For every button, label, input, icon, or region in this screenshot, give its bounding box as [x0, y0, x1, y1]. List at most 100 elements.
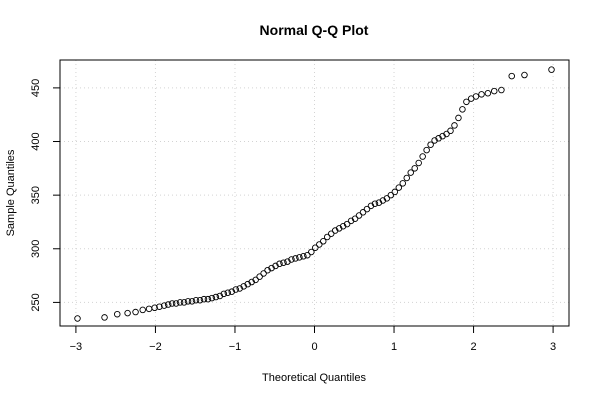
data-point [308, 248, 315, 256]
data-point [296, 254, 303, 261]
data-point [415, 159, 422, 167]
data-point [343, 220, 351, 228]
data-point [288, 256, 295, 263]
x-tick-label: −1 [229, 341, 242, 353]
data-point [276, 260, 283, 268]
data-point [484, 89, 492, 97]
data-point [292, 255, 299, 262]
data-point [423, 146, 430, 154]
data-point [508, 72, 515, 80]
chart-title: Normal Q-Q Plot [260, 22, 369, 38]
x-tick-label: 0 [311, 341, 317, 353]
data-point [168, 300, 176, 307]
data-point [548, 66, 555, 73]
data-points [74, 66, 555, 322]
data-point [379, 197, 387, 204]
data-point [156, 303, 163, 310]
x-tick-label: −3 [70, 341, 83, 353]
data-point [124, 309, 131, 317]
data-point [498, 86, 505, 94]
x-tick-label: 3 [550, 341, 556, 353]
data-point [101, 314, 108, 321]
data-point [451, 122, 458, 129]
data-point [244, 280, 251, 288]
data-point [132, 308, 139, 316]
data-point [419, 153, 426, 160]
data-point [172, 300, 180, 307]
data-point [371, 200, 379, 207]
x-tick-label: −2 [149, 341, 162, 353]
data-point [208, 294, 216, 302]
data-point [395, 184, 403, 191]
data-point [180, 299, 188, 306]
data-point [323, 233, 331, 241]
data-point [284, 258, 291, 265]
data-point [443, 130, 450, 138]
data-point [455, 114, 462, 122]
data-point [139, 306, 146, 314]
data-point [363, 205, 371, 213]
data-point [145, 305, 153, 313]
data-point [351, 215, 359, 222]
data-point [312, 244, 319, 251]
data-point [339, 222, 347, 230]
data-point [490, 87, 498, 95]
data-point [355, 212, 363, 219]
data-point [176, 299, 184, 306]
grid-lines [60, 60, 569, 326]
data-point [300, 253, 307, 260]
data-point [478, 91, 485, 98]
data-point [216, 292, 224, 300]
data-point [399, 180, 407, 187]
data-point [272, 262, 279, 270]
data-point [280, 259, 287, 266]
data-point [521, 71, 528, 79]
data-point [316, 241, 323, 248]
data-point [196, 297, 204, 304]
y-tick-label: 400 [30, 132, 42, 150]
data-point [114, 310, 121, 318]
data-point [248, 278, 255, 286]
data-point [411, 165, 418, 172]
y-tick-label: 450 [30, 79, 42, 97]
data-point [304, 251, 311, 259]
y-axis-label: Sample Quantiles [5, 149, 17, 236]
data-point [256, 273, 263, 280]
data-point [200, 295, 208, 303]
data-point [459, 106, 466, 113]
data-point [192, 297, 200, 304]
data-point [331, 227, 339, 234]
data-point [268, 264, 275, 272]
x-tick-label: 1 [391, 341, 397, 353]
data-point [188, 298, 196, 305]
data-point [74, 315, 81, 322]
data-point [327, 230, 335, 238]
data-point [335, 225, 343, 232]
data-point [252, 276, 259, 284]
y-tick-label: 250 [30, 293, 42, 311]
data-point [383, 195, 391, 202]
x-axis-label: Theoretical Quantiles [262, 372, 366, 384]
data-point [391, 188, 399, 196]
data-point [431, 137, 438, 144]
data-point [160, 302, 168, 309]
data-point [236, 285, 243, 292]
data-point [260, 270, 267, 277]
data-point [407, 169, 414, 176]
x-axis: −3 −2 −1 0 1 2 3 [70, 325, 556, 353]
data-point [347, 217, 355, 225]
data-point [228, 288, 236, 295]
data-point [387, 191, 395, 199]
data-point [240, 283, 247, 290]
y-tick-label: 350 [30, 186, 42, 204]
y-tick-label: 300 [30, 240, 42, 258]
data-point [204, 295, 212, 303]
data-point [224, 289, 232, 297]
y-axis: 250 300 350 400 450 [30, 79, 61, 312]
data-point [427, 141, 434, 148]
data-point [359, 209, 367, 216]
data-point [463, 98, 470, 106]
data-point [232, 286, 240, 293]
data-point [319, 238, 327, 245]
